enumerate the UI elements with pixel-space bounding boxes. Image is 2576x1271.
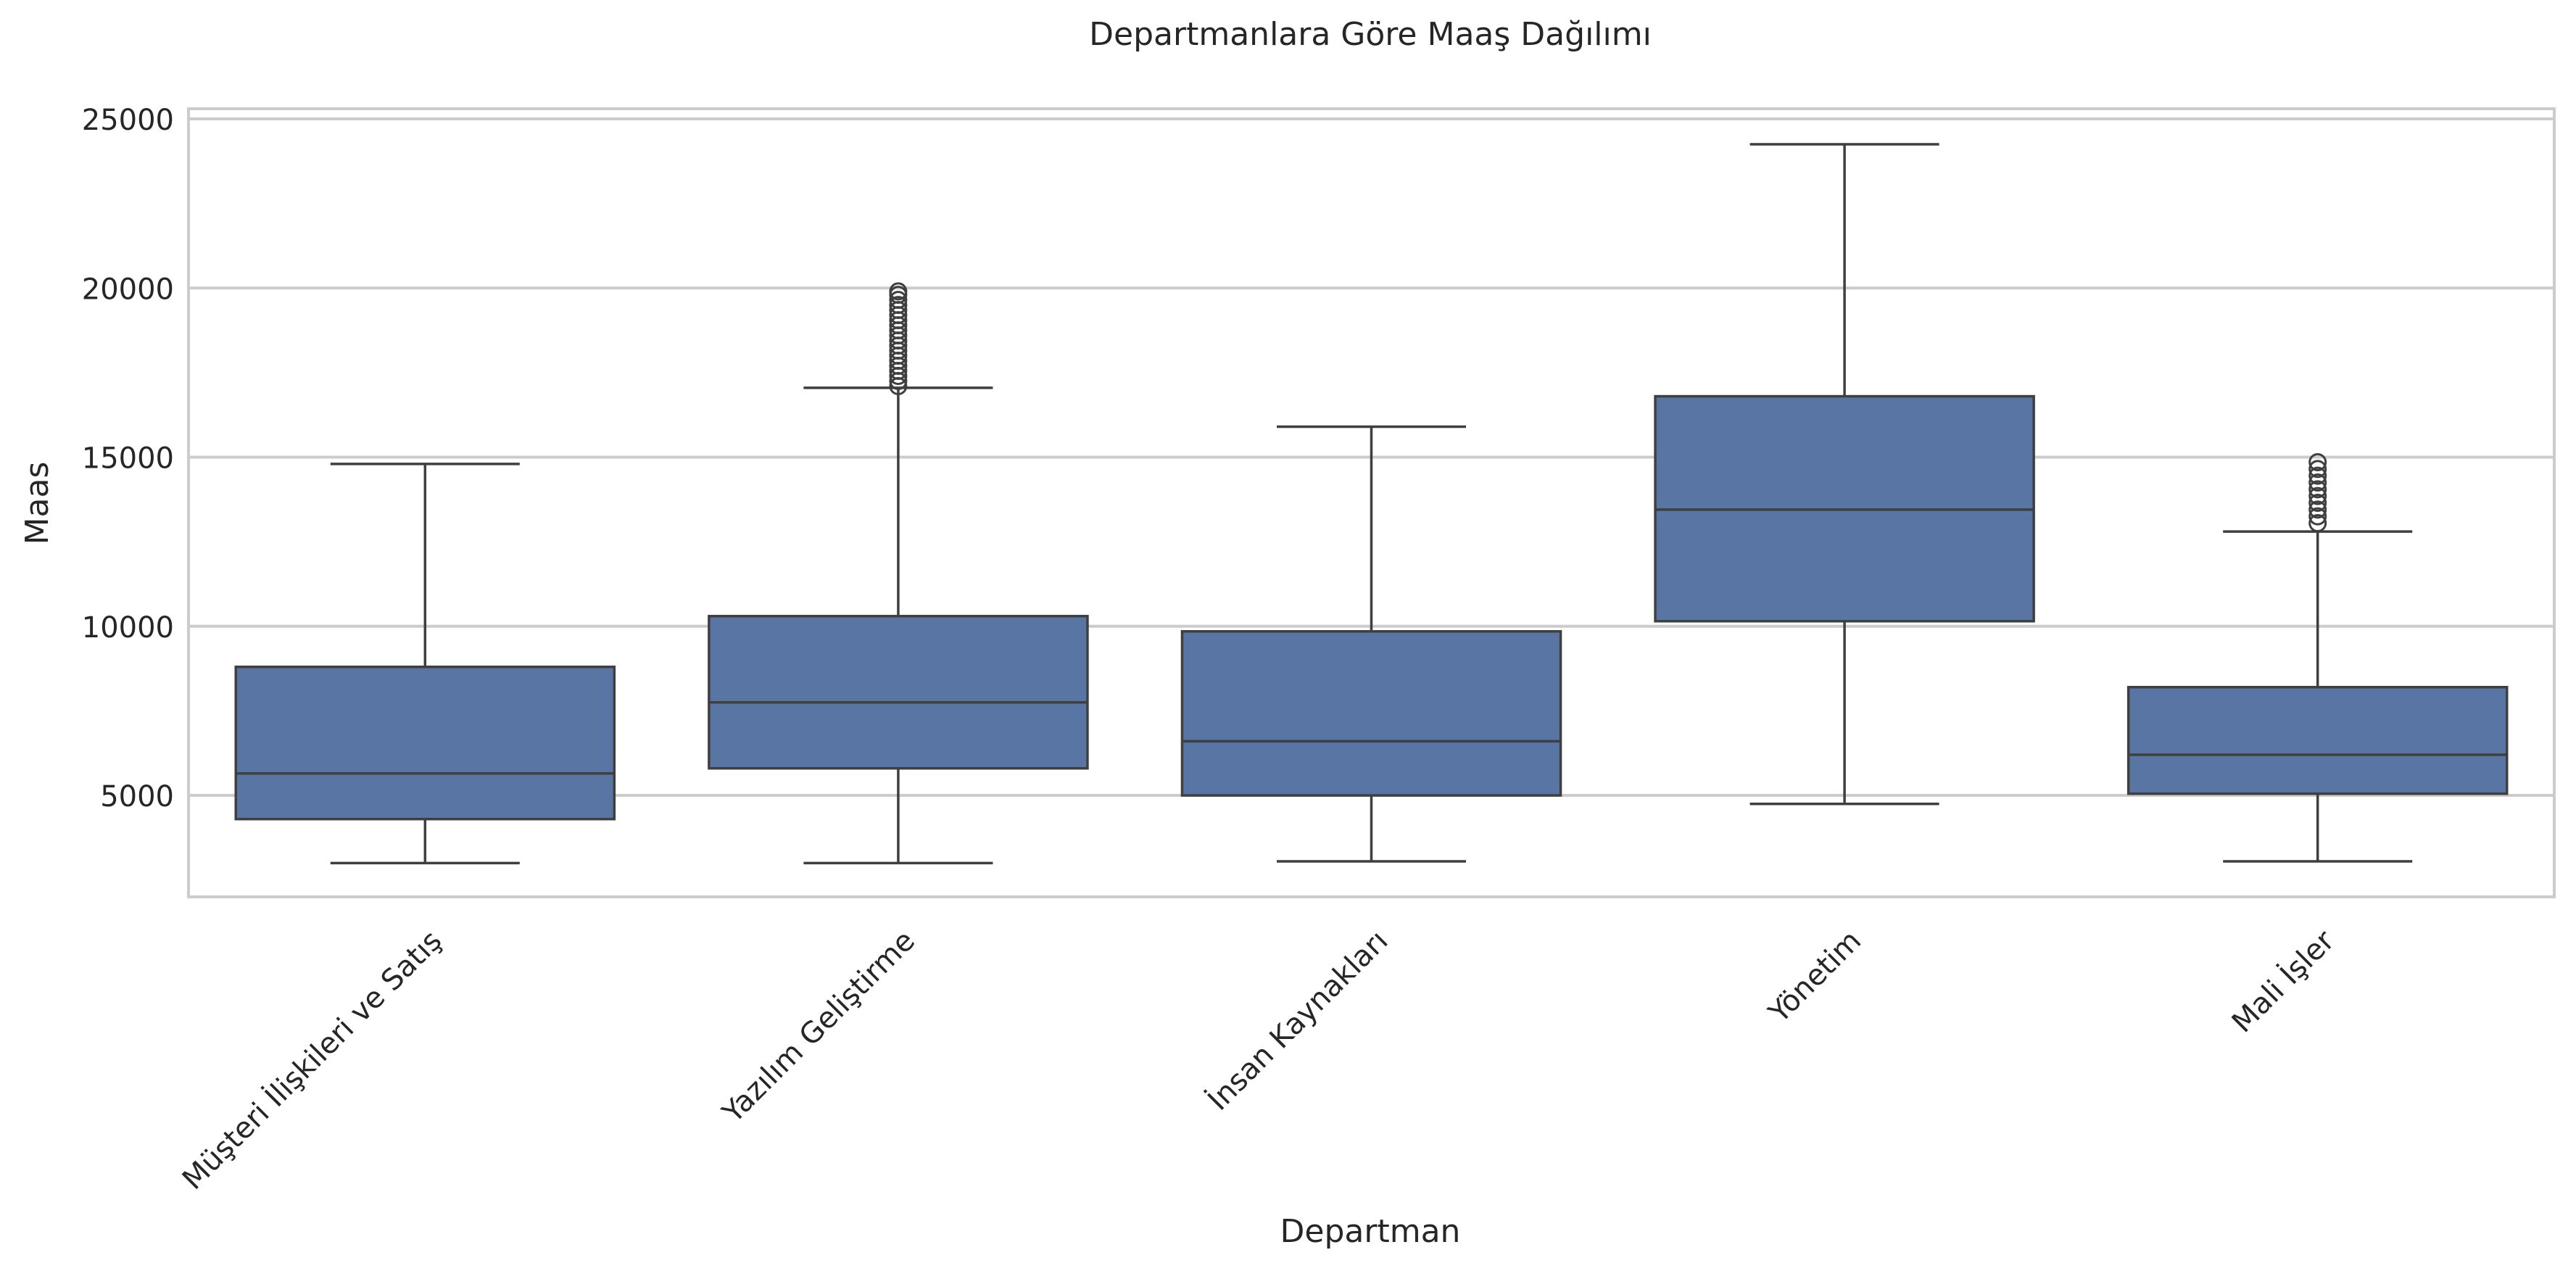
outlier-point [2308,513,2327,532]
y-tick-labels: 5000 10000 15000 20000 25000 [82,104,174,813]
outlier-point [2308,500,2327,519]
outlier-point [2308,466,2327,485]
box-3 [1180,425,1562,863]
x-tick-label-2: Yazılım Geliştirme [716,924,922,1130]
outlier-point [889,291,908,310]
y-tick-label-5000: 5000 [100,780,174,813]
outlier-point [2308,494,2327,512]
box-5 [2126,453,2509,863]
outlier-point [2308,480,2327,499]
x-tick-label-4: Yönetim [1762,924,1868,1030]
chart-title: Departmanlara Göre Maaş Dağılımı [1089,16,1652,53]
boxes-layer [234,143,2509,865]
outlier-point [889,296,908,315]
outlier-point [2308,453,2327,472]
box-2 [708,282,1089,865]
y-tick-label-20000: 20000 [82,273,174,306]
iqr-box [2126,686,2509,795]
x-tick-label-1: Müşteri İlişkileri ve Satış [175,923,449,1196]
y-axis-label: Maas [19,462,56,545]
outlier-point [2308,507,2327,526]
x-axis-label: Departman [1280,1213,1461,1250]
outlier-point [2308,487,2327,505]
x-tick-labels: Müşteri İlişkileri ve Satış Yazılım Geliş… [175,923,2342,1196]
box-1 [234,463,616,865]
outlier-point [2308,473,2327,492]
outlier-point [2308,460,2327,479]
x-tick-label-3: İnsan Kaynakları [1201,923,1395,1117]
box-4 [1654,143,2035,806]
iqr-box [234,666,616,821]
y-tick-label-15000: 15000 [82,442,174,476]
y-tick-label-25000: 25000 [82,104,174,137]
iqr-box [1180,630,1562,797]
outlier-point [889,282,908,301]
y-tick-label-10000: 10000 [82,611,174,645]
x-tick-label-5: Mali İşler [2224,923,2341,1040]
iqr-box [708,615,1089,770]
